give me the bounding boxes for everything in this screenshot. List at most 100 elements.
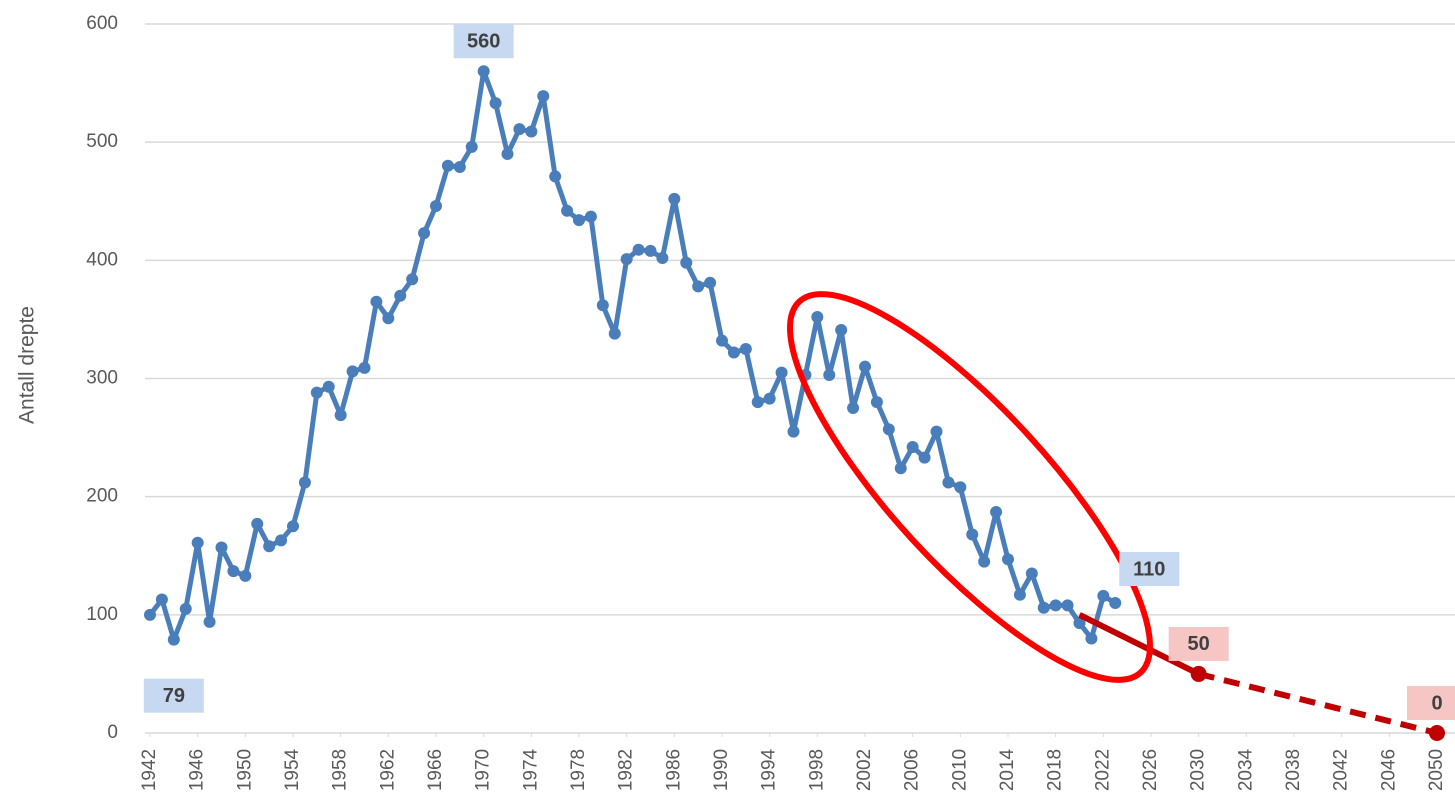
point bbox=[894, 462, 907, 475]
point bbox=[811, 311, 824, 324]
point bbox=[906, 441, 919, 454]
x-tick-label: 2046 bbox=[1378, 749, 1399, 791]
point bbox=[608, 327, 621, 340]
point bbox=[1049, 599, 1062, 612]
point bbox=[430, 199, 442, 212]
point bbox=[680, 256, 693, 269]
point bbox=[859, 360, 871, 373]
point bbox=[656, 251, 669, 264]
x-tick-label: 1974 bbox=[520, 748, 541, 791]
point bbox=[346, 365, 359, 378]
data-label-box bbox=[1119, 552, 1180, 587]
x-tick-label: 1970 bbox=[473, 749, 494, 791]
point bbox=[775, 366, 788, 379]
point bbox=[847, 402, 860, 415]
point bbox=[477, 65, 490, 78]
point bbox=[990, 506, 1003, 519]
point bbox=[525, 125, 538, 138]
x-tick-label: 2018 bbox=[1045, 749, 1066, 791]
labels: 560 79 110 50 0 bbox=[143, 24, 1455, 720]
point bbox=[358, 361, 371, 374]
point bbox=[787, 425, 800, 438]
point bbox=[1061, 599, 1074, 612]
point bbox=[441, 159, 454, 172]
point bbox=[334, 409, 347, 422]
point bbox=[1037, 601, 1050, 614]
point bbox=[882, 423, 895, 436]
x-tick-label: 1982 bbox=[616, 749, 637, 791]
target-line bbox=[1197, 671, 1438, 736]
point bbox=[751, 396, 764, 409]
point bbox=[251, 517, 264, 530]
x-tick-label: 2042 bbox=[1331, 749, 1352, 791]
x-tick-label: 2050 bbox=[1426, 749, 1447, 791]
point bbox=[835, 324, 848, 337]
point bbox=[1097, 589, 1110, 602]
point bbox=[584, 210, 597, 223]
y-tick-label: 300 bbox=[86, 368, 118, 389]
x-tick-label: 2026 bbox=[1140, 749, 1161, 791]
point bbox=[727, 346, 740, 359]
point bbox=[537, 90, 550, 103]
point bbox=[501, 147, 514, 160]
point bbox=[954, 481, 967, 494]
point bbox=[1190, 665, 1207, 682]
point bbox=[1013, 588, 1026, 601]
point bbox=[239, 569, 252, 582]
point bbox=[644, 244, 657, 257]
point bbox=[215, 541, 228, 554]
point bbox=[942, 476, 955, 489]
point bbox=[203, 615, 216, 628]
x-tick-label: 1958 bbox=[330, 749, 351, 791]
point bbox=[310, 386, 323, 399]
data-label: 110 bbox=[1133, 558, 1165, 580]
point bbox=[144, 608, 156, 621]
point bbox=[155, 593, 168, 606]
point bbox=[406, 273, 419, 286]
x-tick-label: 2006 bbox=[902, 749, 923, 791]
x-tick-label: 2002 bbox=[854, 749, 875, 791]
point bbox=[191, 536, 204, 549]
point bbox=[918, 451, 931, 464]
target-line bbox=[1078, 612, 1201, 677]
data-label: 0 bbox=[1431, 692, 1442, 714]
point bbox=[561, 204, 574, 217]
point bbox=[394, 289, 407, 302]
x-tick-label: 1986 bbox=[663, 749, 684, 791]
point bbox=[489, 97, 502, 110]
point bbox=[179, 602, 192, 615]
data-label-box bbox=[143, 678, 204, 713]
point bbox=[692, 280, 705, 293]
y-tick-label: 600 bbox=[86, 13, 118, 34]
x-tick-label: 2038 bbox=[1283, 749, 1304, 791]
data-label: 560 bbox=[467, 31, 500, 53]
point bbox=[167, 633, 180, 646]
point bbox=[1025, 567, 1038, 580]
x-tick-label: 1962 bbox=[377, 749, 398, 791]
point bbox=[763, 392, 776, 405]
data-label-box bbox=[1168, 626, 1229, 661]
y-tick-label: 400 bbox=[86, 249, 118, 270]
x-tick-label: 2022 bbox=[1092, 749, 1113, 791]
x-tick-label: 1966 bbox=[425, 749, 446, 791]
point bbox=[465, 140, 478, 153]
y-tick-label: 200 bbox=[86, 486, 118, 507]
series-line bbox=[148, 68, 1117, 643]
point bbox=[382, 312, 395, 325]
point bbox=[704, 276, 717, 289]
point bbox=[716, 334, 728, 347]
point bbox=[1109, 597, 1122, 610]
x-tick-label: 2010 bbox=[949, 749, 970, 791]
data-label-box bbox=[453, 24, 514, 59]
point bbox=[322, 380, 335, 393]
highlight-ellipse bbox=[787, 291, 1153, 683]
point bbox=[620, 253, 633, 266]
x-tick-label: 1954 bbox=[282, 748, 303, 791]
point bbox=[275, 534, 288, 547]
x-tick-label: 1990 bbox=[711, 749, 732, 791]
x-tick-label: 2030 bbox=[1188, 749, 1209, 791]
data-label: 50 bbox=[1188, 633, 1210, 655]
point bbox=[966, 528, 979, 541]
x-tick-label: 1994 bbox=[759, 748, 780, 791]
